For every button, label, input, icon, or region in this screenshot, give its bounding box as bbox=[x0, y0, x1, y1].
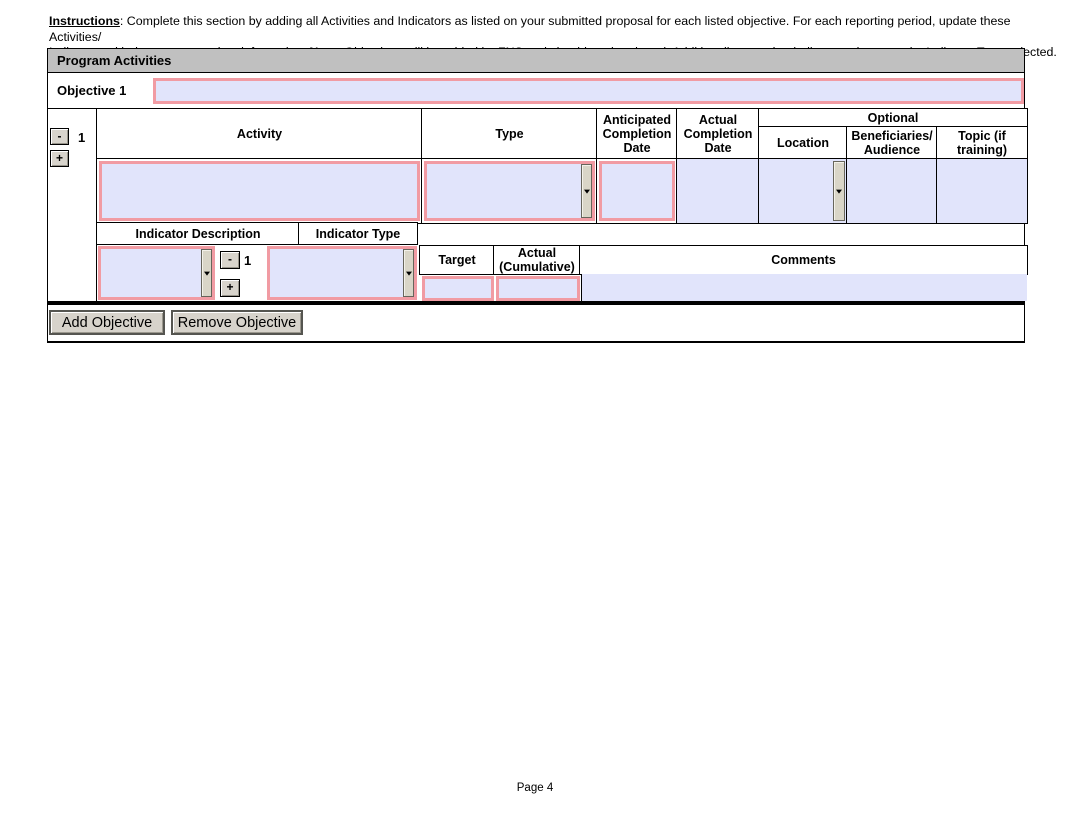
actual-cumulative-header: Actual (Cumulative) bbox=[493, 245, 581, 275]
indicator-description-dropdown-arrow-icon[interactable] bbox=[201, 249, 212, 297]
comments-input[interactable] bbox=[581, 274, 1027, 301]
anticipated-completion-date-header: Anticipated Completion Date bbox=[596, 108, 678, 160]
anticipated-date-cell bbox=[596, 158, 678, 224]
indicator-row-number: 1 bbox=[244, 253, 252, 268]
indicator-type-header: Indicator Type bbox=[298, 222, 418, 245]
target-input[interactable] bbox=[422, 276, 494, 301]
actual-cumulative-input[interactable] bbox=[496, 276, 580, 301]
location-select[interactable] bbox=[758, 158, 848, 224]
section-divider bbox=[48, 301, 1024, 305]
type-select[interactable] bbox=[424, 161, 595, 221]
location-column-header: Location bbox=[758, 126, 848, 160]
add-objective-button[interactable]: Add Objective bbox=[49, 310, 165, 335]
instructions-line-1: Instructions: Complete this section by a… bbox=[49, 14, 1065, 45]
topic-column-header: Topic (if training) bbox=[936, 126, 1028, 160]
location-dropdown-arrow-icon[interactable] bbox=[833, 161, 845, 221]
activity-column-header: Activity bbox=[96, 108, 423, 160]
add-indicator-row-button[interactable]: + bbox=[220, 279, 240, 297]
indicator-type-select[interactable] bbox=[267, 246, 417, 300]
comments-column-header: Comments bbox=[579, 245, 1028, 275]
activity-cell bbox=[96, 158, 423, 224]
remove-indicator-row-button[interactable]: - bbox=[220, 251, 240, 269]
actual-completion-date-header: Actual Completion Date bbox=[676, 108, 760, 160]
instructions-body-1: : Complete this section by adding all Ac… bbox=[49, 14, 1011, 44]
remove-activity-row-button[interactable]: - bbox=[50, 128, 69, 145]
objective-input[interactable] bbox=[153, 78, 1024, 104]
optional-group-header: Optional bbox=[758, 108, 1028, 128]
section-header: Program Activities bbox=[48, 49, 1024, 73]
indicator-description-header: Indicator Description bbox=[96, 222, 300, 245]
activity-row-number: 1 bbox=[78, 130, 86, 145]
section-title: Program Activities bbox=[57, 53, 172, 68]
indicator-type-dropdown-arrow-icon[interactable] bbox=[403, 249, 414, 297]
page-number: Page 4 bbox=[516, 782, 554, 794]
activity-input[interactable] bbox=[99, 161, 420, 221]
target-column-header: Target bbox=[419, 245, 495, 275]
anticipated-completion-date-input[interactable] bbox=[599, 161, 675, 221]
program-activities-panel: Program Activities Objective 1 - 1 + Act… bbox=[47, 48, 1028, 343]
activity-table: Activity Type Anticipated Completion Dat… bbox=[96, 108, 1028, 301]
indicator-description-select[interactable] bbox=[98, 246, 215, 300]
beneficiaries-audience-header: Beneficiaries/ Audience bbox=[846, 126, 938, 160]
type-dropdown-arrow-icon[interactable] bbox=[581, 164, 592, 218]
objective-row: Objective 1 bbox=[48, 73, 1024, 109]
beneficiaries-audience-input[interactable] bbox=[846, 158, 938, 224]
type-column-header: Type bbox=[421, 108, 598, 160]
instructions-heading: Instructions bbox=[49, 14, 120, 28]
topic-input[interactable] bbox=[936, 158, 1028, 224]
remove-objective-button[interactable]: Remove Objective bbox=[171, 310, 303, 335]
add-activity-row-button[interactable]: + bbox=[50, 150, 69, 167]
type-cell bbox=[421, 158, 598, 224]
objective-label: Objective 1 bbox=[57, 83, 127, 98]
actual-completion-date-input[interactable] bbox=[676, 158, 760, 224]
